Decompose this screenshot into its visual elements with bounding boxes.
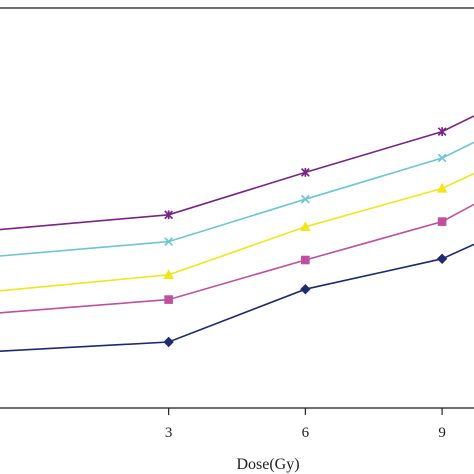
x-tick-label-0: 3	[165, 425, 173, 441]
series-1-point-1	[163, 336, 174, 348]
series-1-line	[0, 243, 474, 352]
series-4-point-2	[300, 194, 310, 204]
series-2-point-2	[301, 255, 310, 265]
x-tick-label-2: 9	[438, 425, 446, 441]
x-axis: 3 6 9	[165, 408, 446, 441]
x-tick-label-1: 6	[302, 425, 310, 441]
series-4-point-1	[164, 237, 174, 247]
series-5-point-1	[164, 210, 174, 220]
series-layer	[0, 115, 474, 352]
series-4	[0, 141, 474, 257]
series-2	[0, 203, 474, 314]
series-1-point-2	[300, 284, 311, 295]
series-3-point-2	[300, 221, 311, 231]
series-4-point-3	[437, 153, 447, 163]
series-3-point-1	[163, 269, 174, 279]
series-5-line	[0, 115, 474, 231]
series-2-point-1	[164, 295, 173, 304]
series-3-point-3	[436, 182, 448, 193]
series-1-point-3	[436, 253, 448, 264]
plot-frame	[0, 7, 474, 409]
series-3	[0, 172, 474, 292]
x-axis-title: Dose(Gy)	[236, 456, 299, 473]
series-5-point-2	[300, 167, 310, 177]
series-5-point-3	[437, 127, 447, 137]
series-5	[0, 115, 474, 231]
series-2-point-3	[437, 217, 447, 226]
series-1	[0, 243, 474, 352]
